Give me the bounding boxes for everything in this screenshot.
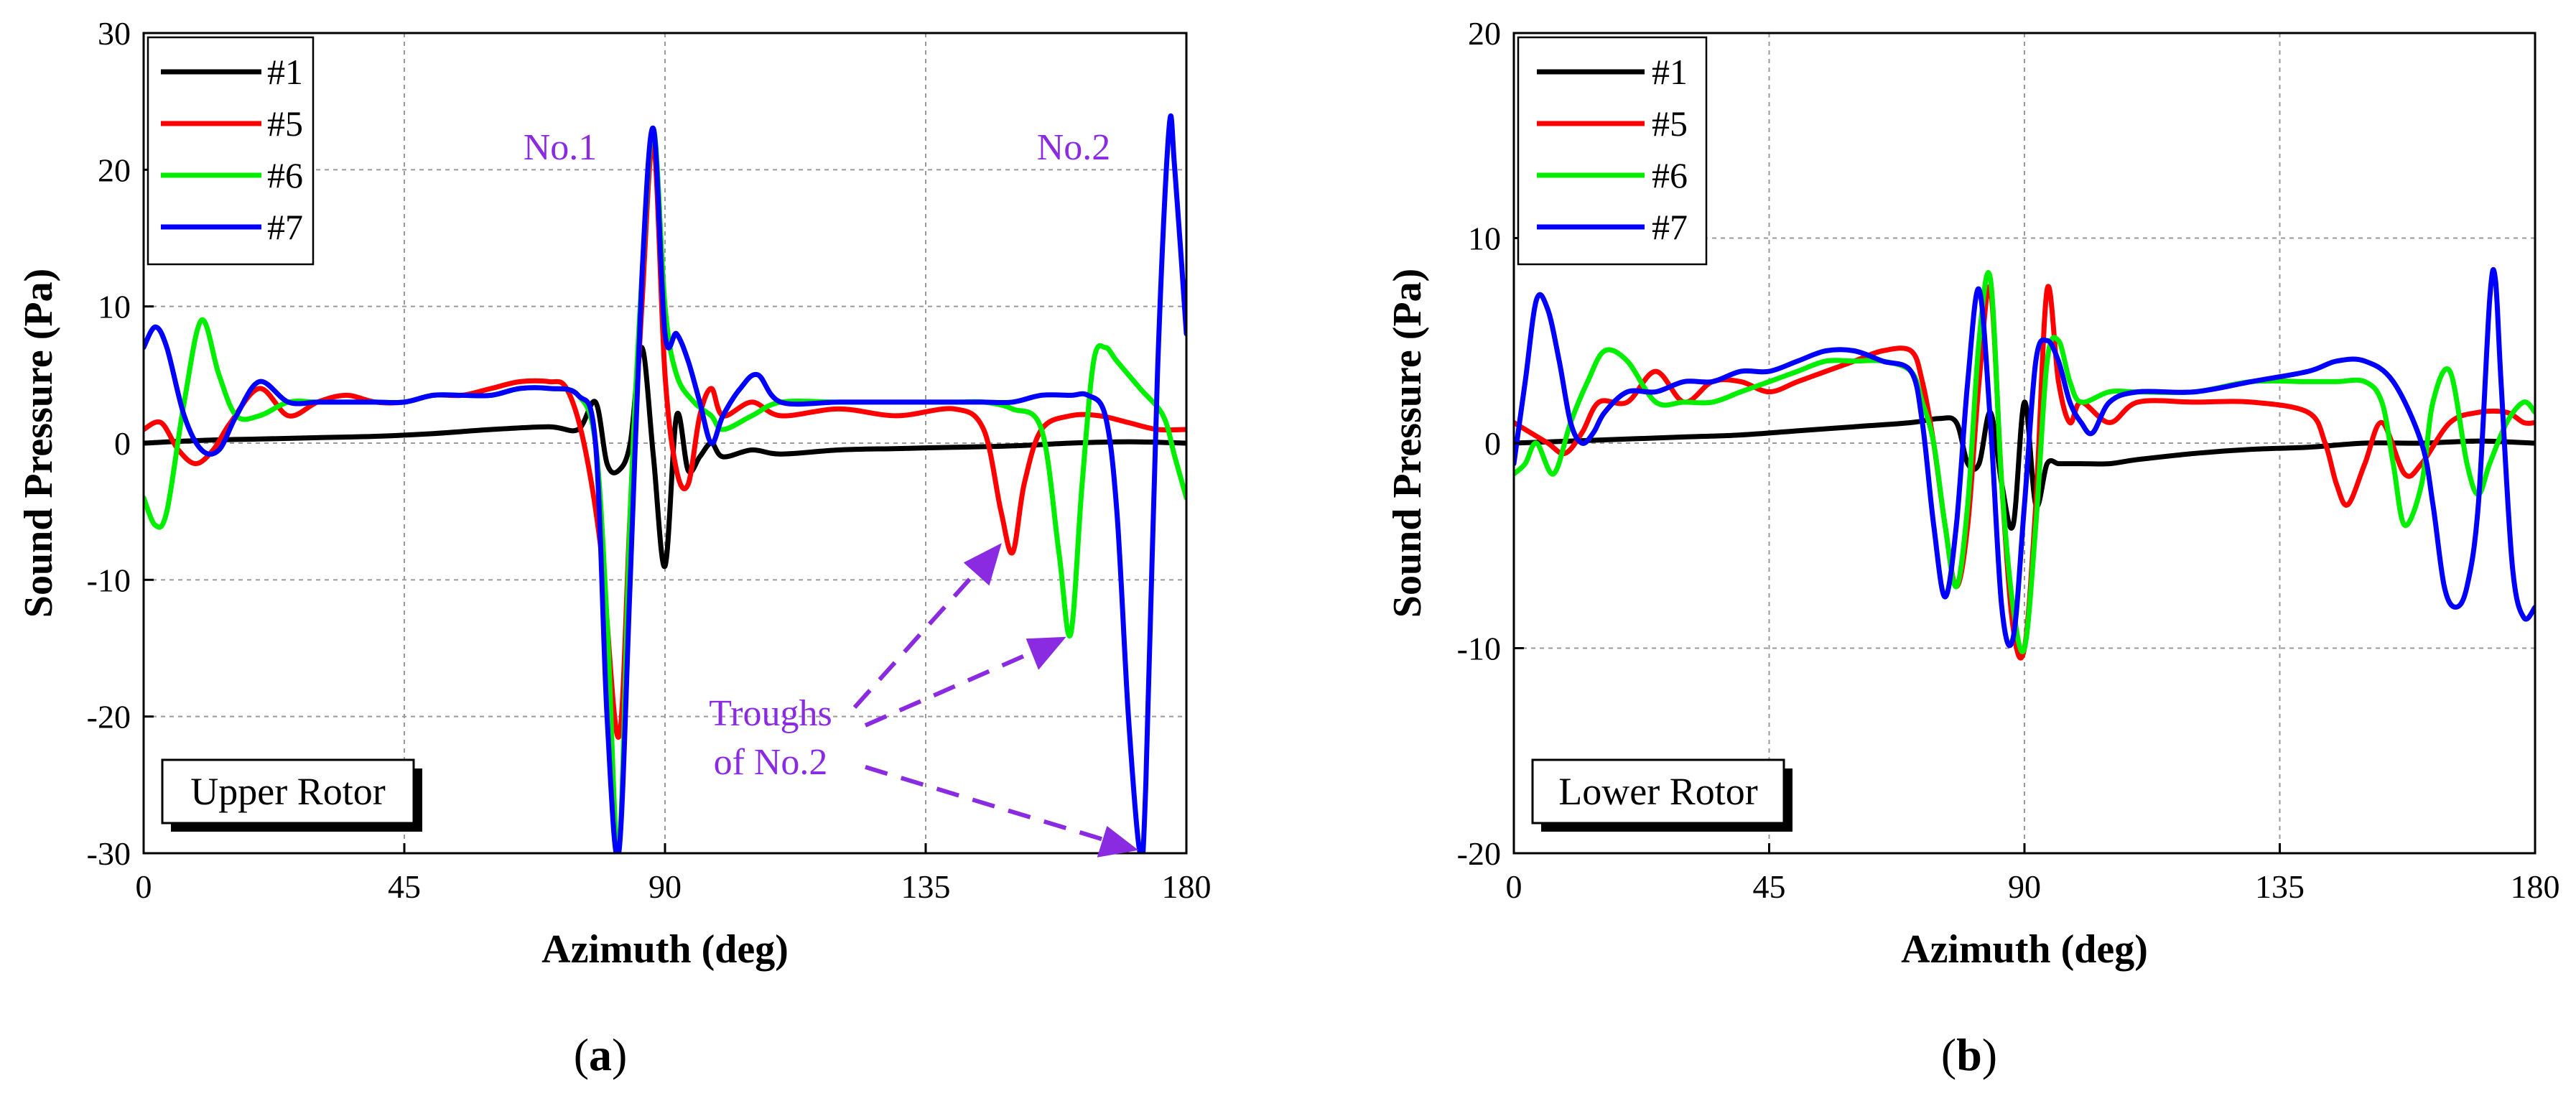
legend-a: #1 #5 #6 #7 xyxy=(147,36,315,266)
legend-label-1-b: #1 xyxy=(1652,52,1688,92)
title-box-frame-b xyxy=(1531,758,1785,824)
y-tick-label: 20 xyxy=(1468,15,1501,52)
ticks-a: 0 45 90 135 180 -30 -20 -10 0 10 20 30 xyxy=(87,15,1212,905)
title-box-b: Lower Rotor xyxy=(1531,758,1792,832)
x-tick-label: 45 xyxy=(388,868,421,905)
y-tick-label: 0 xyxy=(114,425,131,462)
x-tick-label: 0 xyxy=(136,868,152,905)
chart-title-a: Upper Rotor xyxy=(190,770,385,813)
y-tick-label: 20 xyxy=(98,152,131,188)
y-tick-label: 10 xyxy=(98,289,131,325)
annotation-troughs-line2: of No.2 xyxy=(714,742,828,783)
x-tick-label: 135 xyxy=(2255,868,2305,905)
caption-a-letter: a xyxy=(589,1029,612,1080)
x-tick-label: 180 xyxy=(2511,868,2560,905)
legend-label-6-a: #6 xyxy=(267,155,303,195)
x-tick-label: 45 xyxy=(1753,868,1786,905)
x-tick-label: 135 xyxy=(901,868,951,905)
y-axis-label-b: Sound Pressure (Pa) xyxy=(1385,269,1430,618)
series-group-a xyxy=(144,113,1186,853)
trough-arrowhead-1 xyxy=(963,543,1002,586)
trough-arrow-2 xyxy=(864,648,1039,728)
x-axis-label-b: Azimuth (deg) xyxy=(1901,927,2148,972)
legend-label-7-b: #7 xyxy=(1652,207,1688,247)
caption-b-open: ( xyxy=(1941,1029,1956,1080)
legend-label-6-b: #6 xyxy=(1652,155,1688,195)
trough-arrow-1 xyxy=(852,565,982,710)
annotation-no1: No.1 xyxy=(524,127,597,168)
panel-caption-b: (b) xyxy=(1941,1029,1997,1080)
y-tick-label: -10 xyxy=(1457,631,1501,667)
legend-label-7-a: #7 xyxy=(267,207,303,247)
chart-panel-upper-rotor: 0 45 90 135 180 -30 -20 -10 0 10 20 30 Azimuth (deg… xyxy=(17,15,1212,1080)
legend-label-5-b: #5 xyxy=(1652,103,1688,144)
caption-a-close: ) xyxy=(612,1029,627,1080)
trough-arrows xyxy=(852,543,1139,858)
x-axis-label-a: Azimuth (deg) xyxy=(541,927,789,972)
chart-panel-lower-rotor: 0 45 90 135 180 -20 -10 0 10 20 Azimuth (deg) Sou… xyxy=(1385,15,2560,1080)
y-axis-label-a: Sound Pressure (Pa) xyxy=(17,269,61,618)
x-tick-label: 180 xyxy=(1162,868,1212,905)
caption-a-open: ( xyxy=(574,1029,589,1080)
y-tick-label: 10 xyxy=(1468,220,1501,257)
y-tick-label: -20 xyxy=(1457,835,1501,872)
annotation-no2: No.2 xyxy=(1037,127,1111,168)
title-box-a: Upper Rotor xyxy=(161,758,422,832)
y-tick-label: 30 xyxy=(98,15,131,52)
series-line-n6 xyxy=(1514,270,2535,655)
y-tick-label: -10 xyxy=(87,562,131,598)
legend-b: #1 #5 #6 #7 xyxy=(1517,36,1708,266)
series-group-b xyxy=(1514,266,2535,661)
x-tick-label: 0 xyxy=(1506,868,1522,905)
caption-b-close: ) xyxy=(1982,1029,1997,1080)
x-tick-label: 90 xyxy=(648,868,682,905)
y-tick-label: 0 xyxy=(1484,425,1501,462)
legend-label-5-a: #5 xyxy=(267,103,303,144)
trough-arrowhead-2 xyxy=(1026,636,1066,670)
trough-arrowhead-3 xyxy=(1097,825,1139,858)
series-line-n7 xyxy=(1514,266,2535,649)
trough-arrow-3 xyxy=(865,765,1107,842)
annotation-troughs-line1: Troughs xyxy=(709,693,832,734)
legend-label-1-a: #1 xyxy=(267,52,303,92)
y-tick-label: -20 xyxy=(87,699,131,735)
series-line-n7 xyxy=(144,113,1186,853)
panel-caption-a: (a) xyxy=(574,1029,628,1080)
series-line-n1 xyxy=(144,345,1186,570)
caption-b-letter: b xyxy=(1956,1029,1982,1080)
y-tick-label: -30 xyxy=(87,835,131,872)
x-tick-label: 90 xyxy=(2008,868,2041,905)
title-box-frame-a xyxy=(161,758,415,824)
chart-title-b: Lower Rotor xyxy=(1558,770,1757,813)
series-line-n1 xyxy=(1514,399,2535,531)
